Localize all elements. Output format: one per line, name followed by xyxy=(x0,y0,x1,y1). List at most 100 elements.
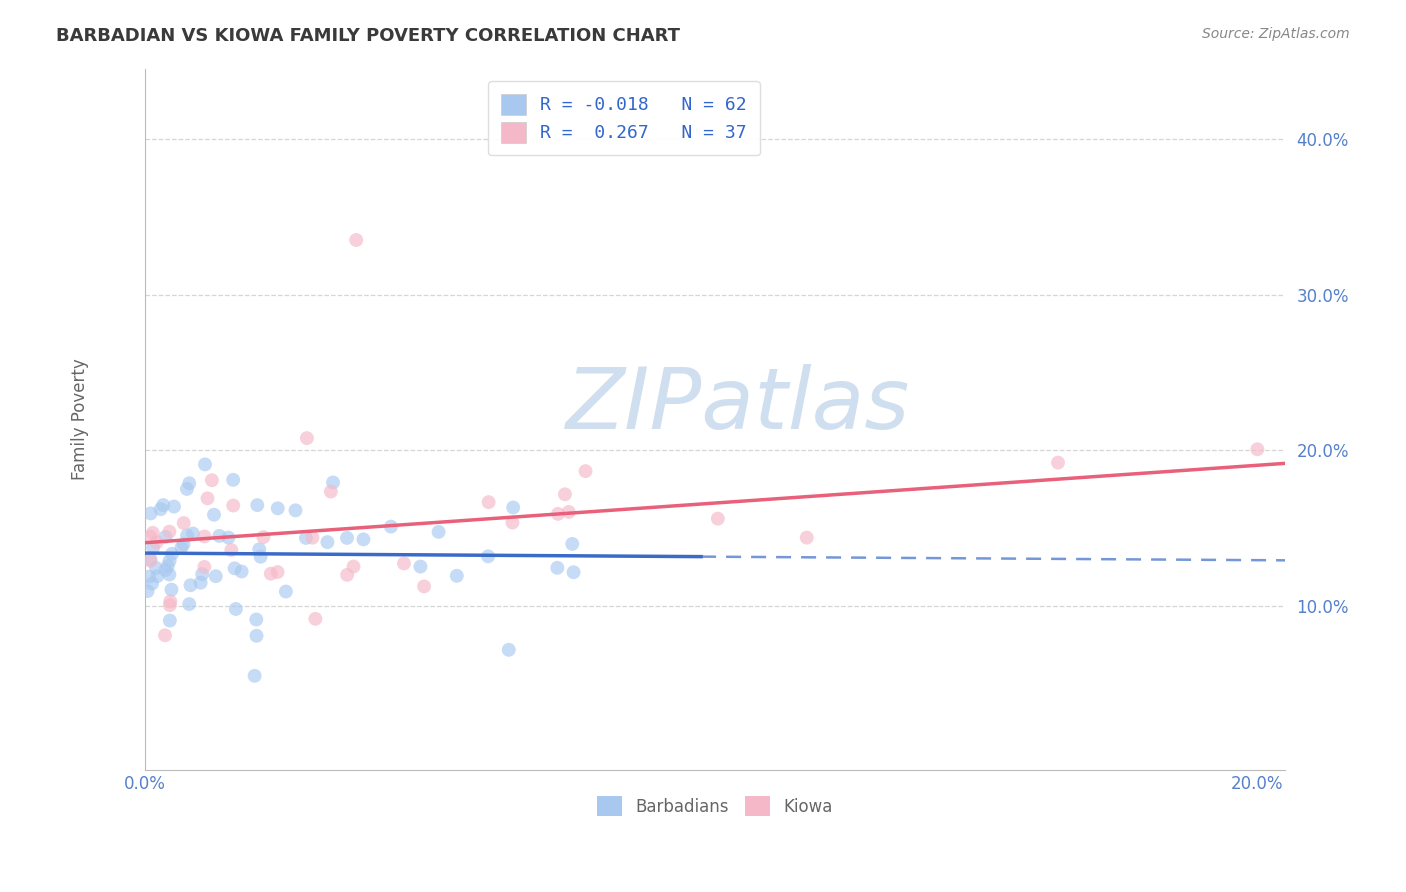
Point xyxy=(173,537,195,551)
Point xyxy=(155,563,177,577)
Point xyxy=(274,584,297,599)
Point xyxy=(208,529,231,543)
Point xyxy=(707,511,730,525)
Text: ZIPatlas: ZIPatlas xyxy=(565,364,910,447)
Point xyxy=(160,582,183,597)
Point xyxy=(295,431,318,445)
Point xyxy=(284,503,307,517)
Point xyxy=(478,495,501,509)
Point xyxy=(352,533,374,547)
Point xyxy=(176,528,198,542)
Point xyxy=(138,569,160,583)
Point xyxy=(316,535,339,549)
Point xyxy=(392,557,415,571)
Legend: Barbadians, Kiowa: Barbadians, Kiowa xyxy=(589,788,841,825)
Point xyxy=(477,549,499,564)
Point xyxy=(446,569,468,583)
Point xyxy=(160,547,183,561)
Point xyxy=(260,566,283,581)
Point xyxy=(501,516,523,530)
Point xyxy=(156,559,179,574)
Point xyxy=(204,569,226,583)
Point xyxy=(157,567,180,582)
Point xyxy=(176,482,198,496)
Point xyxy=(224,561,246,575)
Point xyxy=(342,559,364,574)
Point xyxy=(179,578,201,592)
Point xyxy=(558,505,581,519)
Point xyxy=(159,614,181,628)
Point xyxy=(159,594,181,608)
Point xyxy=(246,498,269,512)
Point xyxy=(194,458,217,472)
Point xyxy=(547,507,569,521)
Point xyxy=(1246,442,1268,457)
Point xyxy=(142,541,165,555)
Point xyxy=(336,567,359,582)
Point xyxy=(146,569,169,583)
Point xyxy=(225,602,247,616)
Point xyxy=(554,487,576,501)
Point xyxy=(191,567,214,582)
Point xyxy=(222,473,245,487)
Point xyxy=(173,516,195,530)
Point xyxy=(267,501,290,516)
Y-axis label: Family Poverty: Family Poverty xyxy=(72,359,89,480)
Point xyxy=(336,531,359,545)
Point xyxy=(301,531,323,545)
Point xyxy=(217,531,239,545)
Point xyxy=(247,542,270,557)
Point xyxy=(295,531,318,545)
Point xyxy=(181,526,204,541)
Point xyxy=(142,525,165,540)
Point xyxy=(561,537,583,551)
Point xyxy=(193,560,215,574)
Point xyxy=(197,491,219,506)
Point xyxy=(427,524,450,539)
Point xyxy=(380,519,402,533)
Point xyxy=(413,579,436,593)
Point xyxy=(136,584,159,599)
Point xyxy=(319,484,342,499)
Point xyxy=(202,508,225,522)
Point xyxy=(163,500,186,514)
Point xyxy=(249,549,271,564)
Point xyxy=(141,576,163,591)
Point xyxy=(252,530,274,544)
Point xyxy=(546,561,568,575)
Point xyxy=(139,530,162,544)
Point xyxy=(159,598,181,612)
Point xyxy=(170,541,193,555)
Point xyxy=(155,530,177,544)
Point xyxy=(574,464,596,478)
Point xyxy=(149,502,172,516)
Point xyxy=(179,597,201,611)
Point xyxy=(159,554,181,568)
Point xyxy=(145,561,167,575)
Text: Source: ZipAtlas.com: Source: ZipAtlas.com xyxy=(1202,27,1350,41)
Point xyxy=(193,529,215,543)
Point xyxy=(498,642,520,657)
Point xyxy=(409,559,432,574)
Point xyxy=(1046,456,1069,470)
Point xyxy=(179,476,201,491)
Point xyxy=(157,524,180,539)
Point xyxy=(243,669,266,683)
Text: BARBADIAN VS KIOWA FAMILY POVERTY CORRELATION CHART: BARBADIAN VS KIOWA FAMILY POVERTY CORREL… xyxy=(56,27,681,45)
Point xyxy=(190,575,212,590)
Point xyxy=(139,507,162,521)
Point xyxy=(152,498,174,512)
Point xyxy=(344,233,367,247)
Point xyxy=(245,613,267,627)
Point xyxy=(322,475,344,490)
Point xyxy=(562,566,585,580)
Point xyxy=(139,554,162,568)
Point xyxy=(502,500,524,515)
Point xyxy=(145,535,167,549)
Point xyxy=(266,565,288,579)
Point xyxy=(201,473,224,487)
Point xyxy=(139,552,162,566)
Point xyxy=(231,565,253,579)
Point xyxy=(245,629,267,643)
Point xyxy=(796,531,818,545)
